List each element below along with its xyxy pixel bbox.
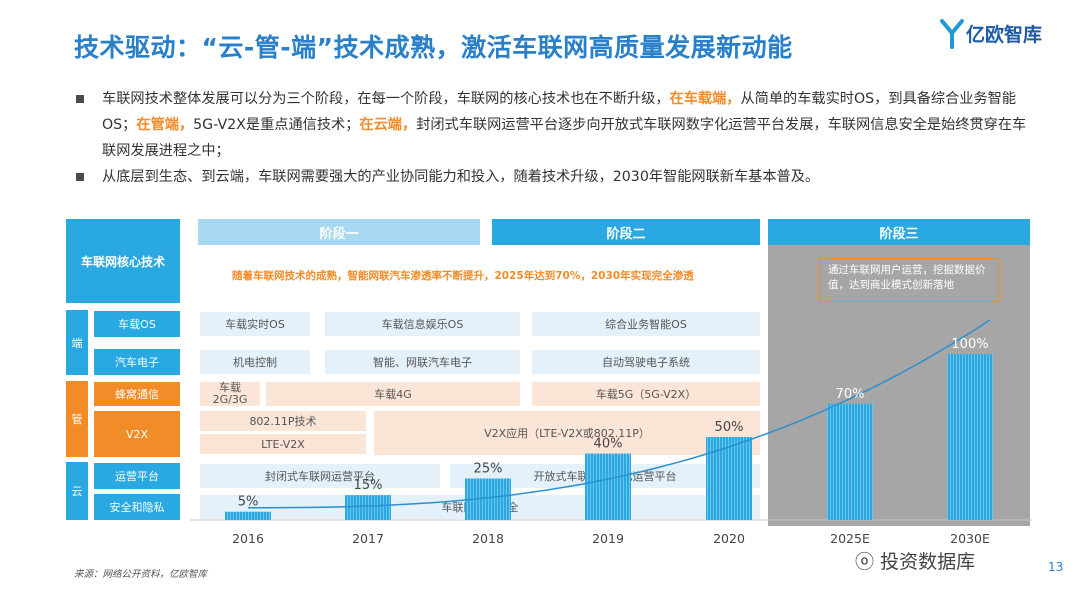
cell-cellular-2: 车载4G [266,382,520,406]
bar-2020 [706,437,752,520]
bullet-2: 从底层到生态、到云端，车联网需要强大的产业协同能力和投入，随着技术升级，2030… [74,164,1034,190]
bar-2017 [345,495,391,520]
bullet-1-text-a: 车联网技术整体发展可以分为三个阶段，在每一个阶段，车联网的核心技术也在不断升级， [102,91,670,107]
value-label-2020: 50% [715,420,744,435]
wechat-icon: ⓞ [855,551,875,573]
stage-2-header: 阶段二 [492,219,760,245]
row-label-os: 车载OS [94,311,180,337]
bullet-1: 车联网技术整体发展可以分为三个阶段，在每一个阶段，车联网的核心技术也在不断升级，… [74,86,1034,164]
category-label-2030E: 2030E [950,531,990,546]
penetration-note: 随着车联网技术的成熟，智能网联汽车渗透率不断提升，2025年达到70%，2030… [232,270,694,282]
row-label-security: 安全和隐私 [94,494,180,520]
category-label-2016: 2016 [232,531,264,546]
bullet-1-highlight-b: 在管端， [136,117,194,133]
row-label-platform: 运营平台 [94,463,180,489]
page-number: 13 [1048,560,1064,574]
bullet-square-icon [76,95,84,103]
bullet-1-text-d: 封闭式车联网运营平台逐步向开放式车联网数字化运营平台发展，车联网信息安全是始终贯… [102,117,1027,159]
watermark-text: 投资数据库 [880,551,976,573]
bullet-1-text-c: 5G-V2X是重点通信技术； [193,117,360,133]
cell-cellular-3: 车载5G（5G-V2X） [532,382,760,406]
row-label-electronics: 汽车电子 [94,349,180,375]
cell-os-3: 综合业务智能OS [532,312,760,336]
cell-ee-2: 智能、网联汽车电子 [325,350,520,374]
category-label-2017: 2017 [352,531,384,546]
row-label-v2x: V2X [94,411,180,457]
page-title: 技术驱动：“云-管-端”技术成熟，激活车联网高质量发展新动能 [74,33,793,62]
category-label-2018: 2018 [472,531,504,546]
value-label-2016: 5% [238,495,259,510]
bar-2016 [225,511,271,520]
stage3-note: 通过车联网用户运营，挖掘数据价值，达到商业模式创新落地 [819,258,999,302]
bar-2025E [827,403,873,520]
group-duan: 端 [66,310,88,375]
category-label-2025E: 2025E [830,531,870,546]
cell-ee-3: 自动驾驶电子系统 [532,350,760,374]
value-label-2017: 15% [354,478,383,493]
value-label-2030E: 100% [951,337,988,352]
bar-2019 [585,453,631,520]
logo-icon [940,19,964,49]
category-label-2020: 2020 [713,531,745,546]
value-label-2018: 25% [474,462,503,477]
bullet-1-text-b: 从简单的车载实时OS，到具备综合业务智能OS； [102,91,1017,133]
row-label-cellular: 蜂窝通信 [94,382,180,406]
bullet-2-text: 从底层到生态、到云端，车联网需要强大的产业协同能力和投入，随着技术升级，2030… [102,169,820,185]
bullet-1-highlight-a: 在车载端， [669,91,741,107]
group-guan: 管 [66,381,88,457]
bullet-1-highlight-c: 在云端， [359,117,417,133]
logo-text: 亿欧智库 [966,24,1043,46]
bullet-square-icon [76,173,84,181]
stage-1-header: 阶段一 [198,219,480,245]
group-yun: 云 [66,462,88,520]
trend-line [248,319,991,509]
value-label-2025E: 70% [836,387,865,402]
category-label-2019: 2019 [592,531,624,546]
cell-cellular-1: 车载 2G/3G [200,382,260,406]
cell-v2x-1b: LTE-V2X [200,434,366,454]
bar-2030E [947,354,993,520]
cell-v2x-1a: 802.11P技术 [200,411,366,431]
cell-platform-1: 封闭式车联网运营平台 [200,464,440,488]
cell-v2x-2: V2X应用（LTE-V2X或802.11P） [374,411,760,455]
watermark: ⓞ 投资数据库 [855,547,975,574]
core-tech-header: 车联网核心技术 [66,219,180,303]
bullet-list: 车联网技术整体发展可以分为三个阶段，在每一个阶段，车联网的核心技术也在不断升级，… [74,86,1034,190]
source-note: 来源：网络公开资料，亿欧智库 [74,569,208,580]
cell-os-1: 车载实时OS [200,312,310,336]
cell-os-2: 车载信息娱乐OS [325,312,520,336]
stage-3-header: 阶段三 [768,219,1030,245]
value-label-2019: 40% [594,437,623,452]
cell-ee-1: 机电控制 [200,350,310,374]
